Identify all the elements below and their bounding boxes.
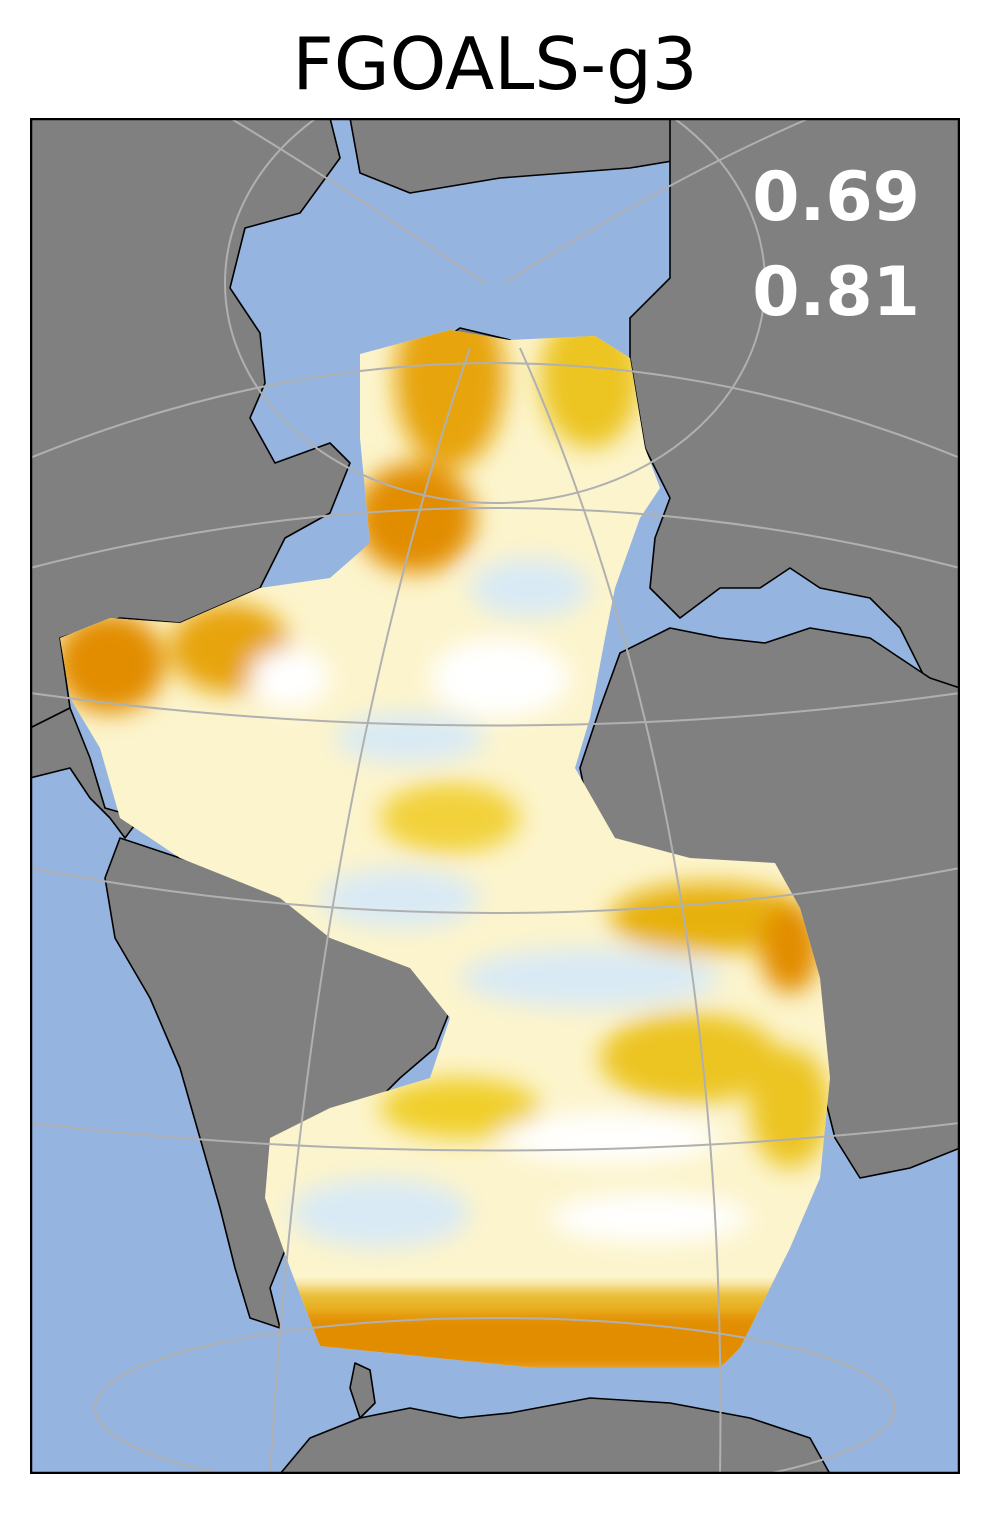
map-panel: 0.69 0.81 <box>30 118 960 1474</box>
map-frame-border <box>30 118 960 1474</box>
stat-value-2: 0.81 <box>752 253 920 332</box>
stat-value-1: 0.69 <box>752 158 920 237</box>
central-america <box>30 707 141 839</box>
map-title: FGOALS-g3 <box>292 22 698 106</box>
graticule <box>30 118 960 1474</box>
antarctica <box>279 1397 831 1474</box>
antarctic-peninsula <box>349 1362 376 1419</box>
